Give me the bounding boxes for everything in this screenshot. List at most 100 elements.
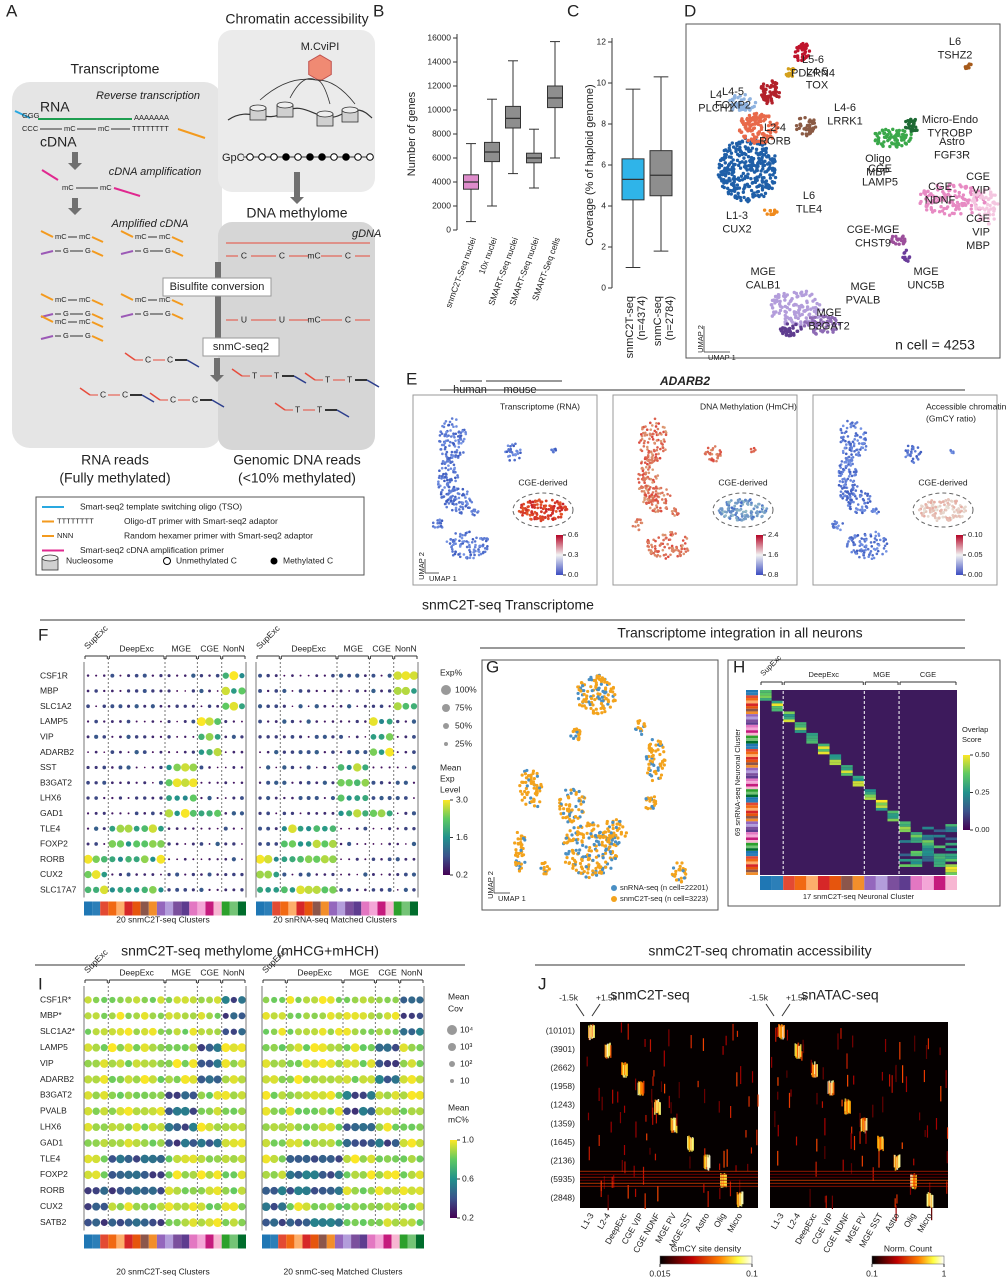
primer xyxy=(91,335,104,342)
cell-point xyxy=(442,460,445,463)
dot xyxy=(261,1075,271,1084)
cell-point xyxy=(682,552,686,556)
cell-point xyxy=(722,157,726,162)
cell-point xyxy=(450,423,454,426)
cell-point xyxy=(595,711,599,715)
cell-point xyxy=(783,304,788,309)
caption: 20 snmC2T-seq Clusters xyxy=(116,1266,210,1276)
dot xyxy=(229,1155,238,1163)
cell-point xyxy=(732,180,736,184)
cell-point xyxy=(473,545,477,549)
dot xyxy=(157,1075,165,1083)
cell-point xyxy=(935,519,939,523)
cell-point xyxy=(785,322,790,326)
gap xyxy=(276,315,289,325)
dot xyxy=(116,1091,125,1099)
cell-point xyxy=(845,490,849,494)
cell-point xyxy=(874,534,878,538)
dot xyxy=(189,1107,198,1115)
gene-label: LAMP5 xyxy=(40,1042,68,1052)
cell-point xyxy=(527,778,531,782)
cell-point xyxy=(456,492,460,495)
cell-point xyxy=(847,504,850,507)
cell-point xyxy=(996,202,1000,206)
cell-point xyxy=(946,501,950,505)
dot xyxy=(285,1106,295,1116)
colorbar-tick: 3.0 xyxy=(456,794,468,804)
cell-point xyxy=(797,311,801,315)
dot xyxy=(412,781,416,784)
cell-point xyxy=(470,510,473,513)
cell-point xyxy=(946,497,950,501)
cge-outline xyxy=(712,492,774,528)
cell-point xyxy=(760,510,764,513)
cell-point xyxy=(763,117,768,121)
cell-point xyxy=(656,500,660,503)
cell-point xyxy=(609,687,613,691)
dot xyxy=(229,671,239,681)
dot xyxy=(282,872,287,877)
colorbar-tick: 0.10 xyxy=(968,530,983,539)
dot xyxy=(92,1218,101,1227)
cell-point xyxy=(970,211,974,215)
dot xyxy=(240,766,244,769)
cell-point xyxy=(750,122,755,127)
dot xyxy=(399,1059,408,1068)
cell-point xyxy=(773,294,778,299)
cell-point xyxy=(938,500,942,504)
cluster-strip xyxy=(116,901,125,916)
dot xyxy=(84,1012,92,1020)
cell-point xyxy=(454,439,457,442)
dot xyxy=(353,809,362,818)
cell-point xyxy=(744,509,748,513)
dot xyxy=(375,1107,384,1116)
cell-point xyxy=(915,455,918,458)
cell-point xyxy=(731,158,735,162)
dot xyxy=(94,781,98,785)
gene-title: ADARB2 xyxy=(659,374,710,388)
cell-point xyxy=(924,208,929,212)
size-key xyxy=(443,723,449,729)
cell-point xyxy=(888,144,892,149)
cell-point xyxy=(727,505,731,509)
dot xyxy=(134,689,139,693)
cluster-strip xyxy=(156,901,165,916)
cell-point xyxy=(677,549,680,552)
cell-point xyxy=(652,509,655,513)
cell-point xyxy=(986,222,991,226)
dot xyxy=(258,781,262,784)
cell-point xyxy=(750,501,753,505)
cell-point xyxy=(639,439,643,442)
cell-point xyxy=(859,448,862,451)
cell-point xyxy=(770,136,775,140)
cell-point xyxy=(847,492,851,495)
dot xyxy=(343,1123,351,1131)
legend-symbol: TTTTTTTT xyxy=(57,516,94,525)
primer xyxy=(91,321,104,328)
dot xyxy=(274,796,278,800)
cell-point xyxy=(457,553,460,556)
cell-point xyxy=(875,508,878,511)
cell-point xyxy=(436,525,439,529)
dot xyxy=(347,887,352,892)
cell-point xyxy=(596,692,600,696)
cluster-strip xyxy=(213,1234,222,1249)
cell-point xyxy=(945,186,950,190)
group-label: CGE xyxy=(200,643,219,653)
cell-point xyxy=(931,506,935,510)
cell-point xyxy=(574,790,578,795)
dot xyxy=(102,780,107,785)
dot xyxy=(302,1059,311,1068)
dot xyxy=(110,720,114,724)
cell-point xyxy=(646,454,650,457)
dot xyxy=(159,750,163,754)
dot xyxy=(91,1154,101,1164)
cpg-site xyxy=(330,153,338,161)
cell-point xyxy=(955,204,959,209)
dot xyxy=(355,750,360,755)
dot xyxy=(140,1170,149,1179)
dot xyxy=(83,854,93,864)
dot xyxy=(342,1059,352,1068)
cell-point xyxy=(787,326,792,331)
x-tick-label: (n=2784) xyxy=(664,296,676,340)
